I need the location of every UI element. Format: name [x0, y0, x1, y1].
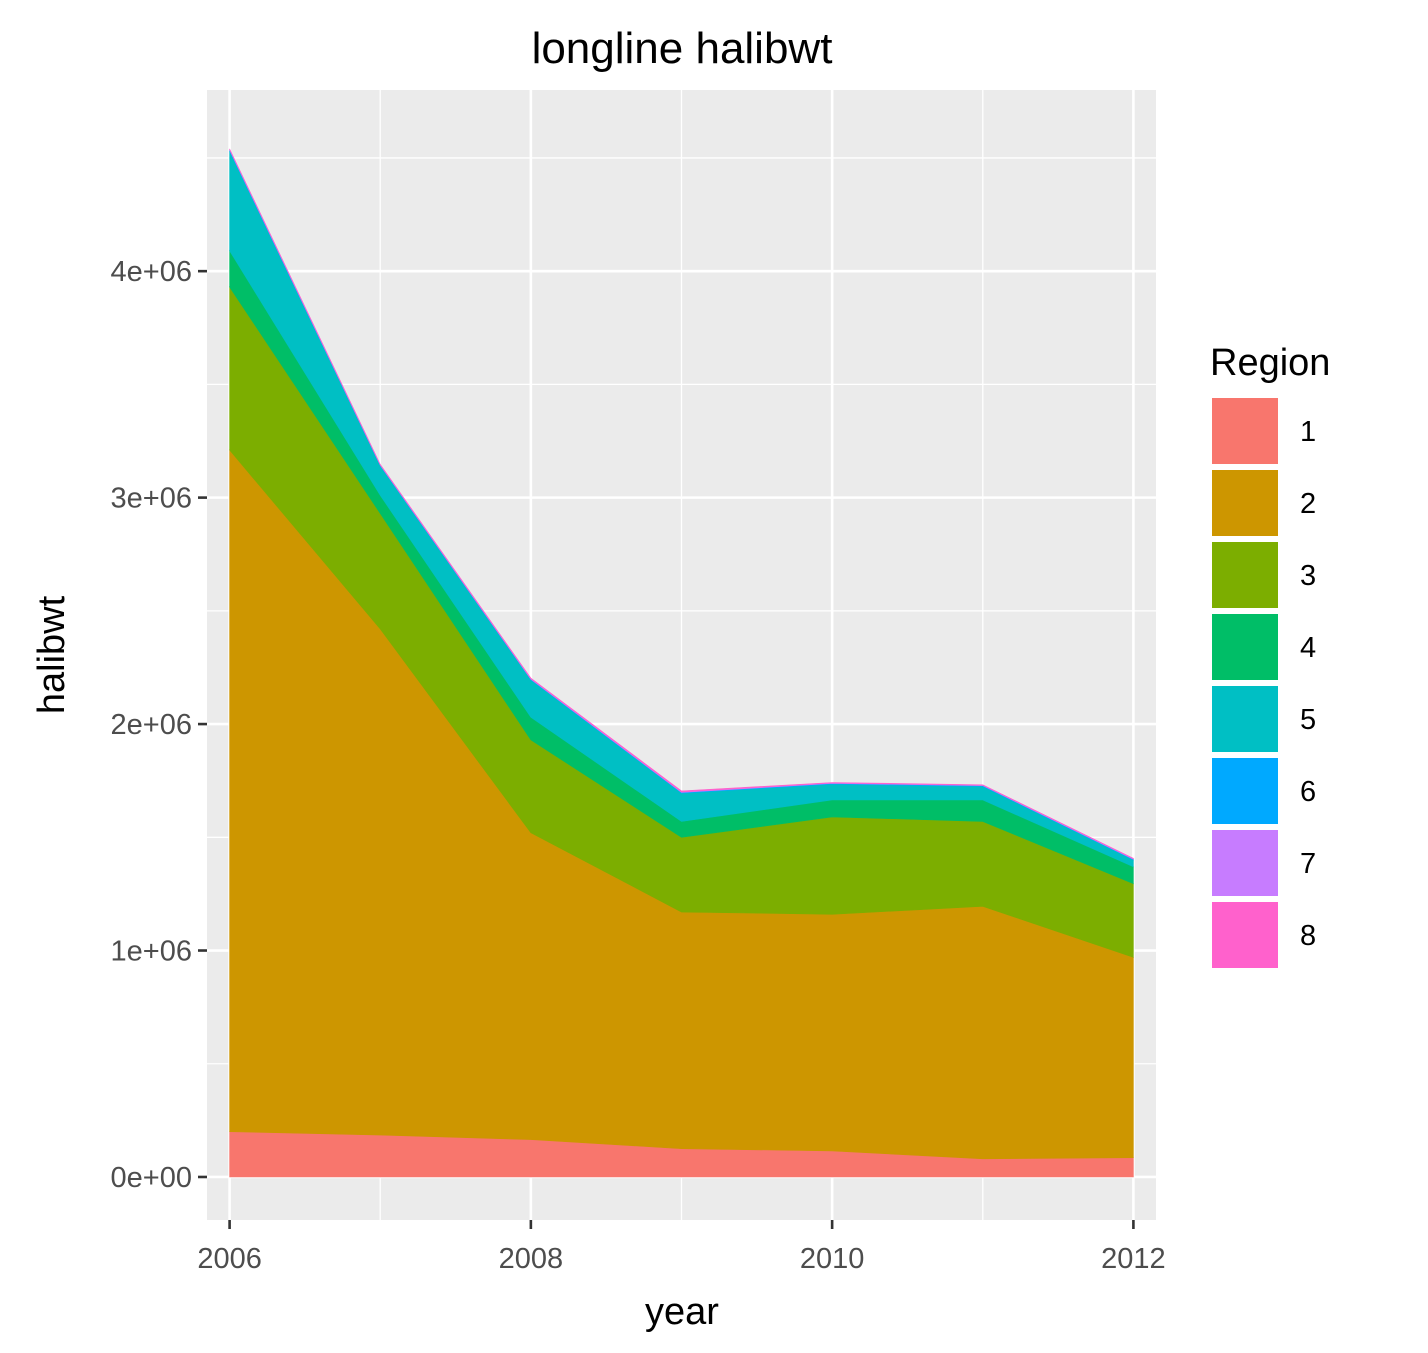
legend-label-2: 2: [1300, 488, 1316, 520]
legend-label-5: 5: [1300, 704, 1316, 736]
legend-label-7: 7: [1300, 848, 1316, 880]
y-tick-label: 4e+06: [111, 256, 192, 288]
legend-swatch-1: [1212, 398, 1278, 464]
legend-label-6: 6: [1300, 776, 1316, 808]
legend-label-8: 8: [1300, 920, 1316, 952]
legend: Region 1 2 3 4 5 6 7 8: [1210, 342, 1330, 968]
chart-title: longline halibwt: [532, 24, 833, 73]
y-tick-label: 1e+06: [111, 936, 192, 968]
axes: 0e+00 1e+06 2e+06 3e+06 4e+06 2006 2008 2010 201…: [111, 256, 1166, 1275]
x-axis-title: year: [645, 1291, 719, 1333]
legend-title: Region: [1210, 342, 1330, 384]
area-series: [229, 148, 1134, 1178]
legend-swatch-5: [1212, 686, 1278, 752]
legend-label-4: 4: [1300, 632, 1316, 664]
y-tick-label: 3e+06: [111, 483, 192, 515]
y-tick-label: 2e+06: [111, 709, 192, 741]
x-tick-label: 2006: [197, 1243, 262, 1275]
legend-label-1: 1: [1300, 416, 1316, 448]
legend-swatch-3: [1212, 542, 1278, 608]
y-axis-title: halibwt: [31, 595, 73, 714]
legend-swatch-4: [1212, 614, 1278, 680]
legend-swatch-8: [1212, 902, 1278, 968]
x-tick-label: 2008: [499, 1243, 564, 1275]
y-tick-label: 0e+00: [111, 1162, 192, 1194]
area-region-8: [229, 148, 1134, 860]
x-tick-label: 2010: [800, 1243, 865, 1275]
legend-swatch-7: [1212, 830, 1278, 896]
x-tick-label: 2012: [1101, 1243, 1166, 1275]
legend-label-3: 3: [1300, 560, 1316, 592]
legend-swatch-6: [1212, 758, 1278, 824]
legend-swatch-2: [1212, 470, 1278, 536]
